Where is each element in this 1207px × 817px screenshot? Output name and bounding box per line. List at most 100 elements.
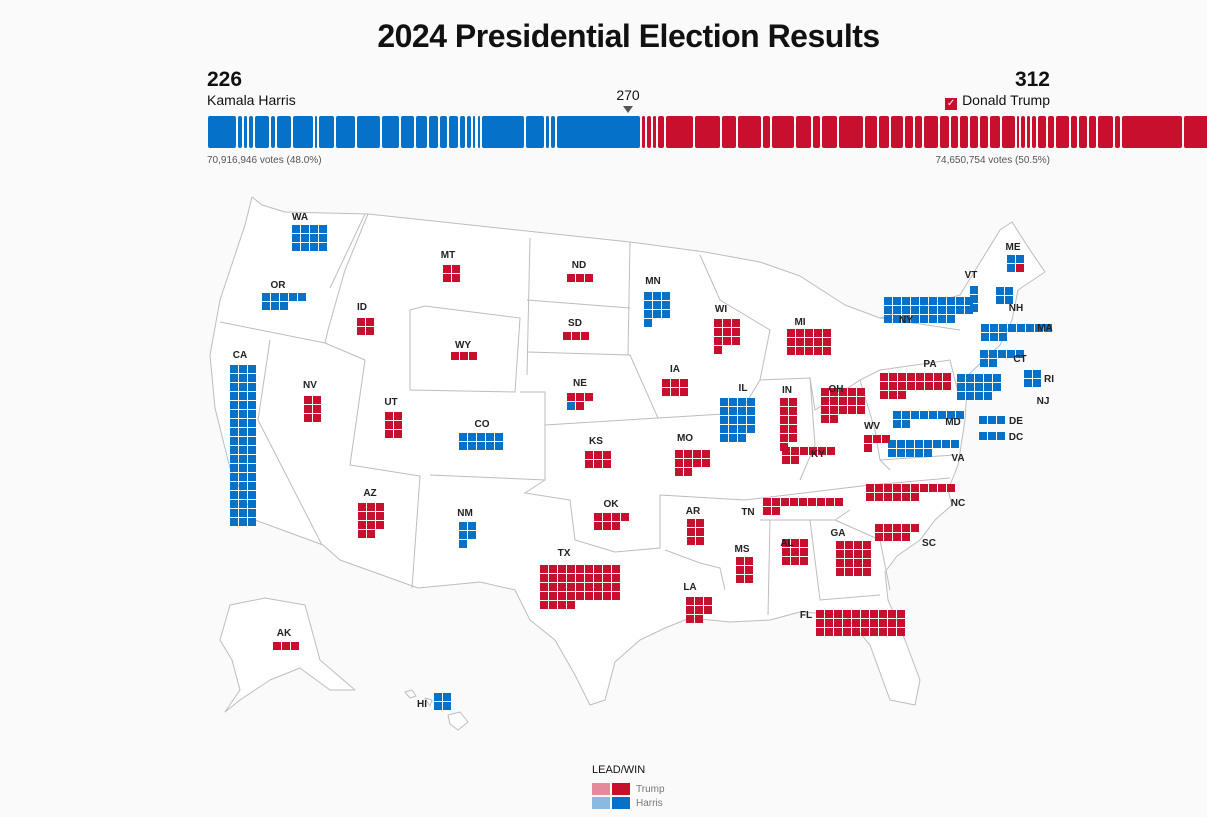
state-tile-wi[interactable] [732,319,740,327]
trump-bar-segment[interactable] [795,116,811,148]
state-tile-ca[interactable] [248,428,256,436]
state-tile-nm[interactable] [459,540,467,548]
state-tile-nj[interactable] [957,383,965,391]
state-tile-ca[interactable] [248,410,256,418]
state-tile-me[interactable] [1016,255,1024,263]
state-tile-ma[interactable] [1008,324,1016,332]
state-tile-pa[interactable] [916,382,924,390]
harris-bar-segment[interactable] [526,116,545,148]
state-tile-mi[interactable] [787,338,795,346]
state-tile-ak[interactable] [291,642,299,650]
state-tile-fl[interactable] [897,619,905,627]
state-tile-fl[interactable] [870,610,878,618]
state-tile-va[interactable] [906,449,914,457]
state-tile-nc[interactable] [920,484,928,492]
state-tile-nc[interactable] [902,484,910,492]
state-tile-al[interactable] [782,548,790,556]
state-tile-mo[interactable] [684,468,692,476]
state-tile-nh[interactable] [996,287,1004,295]
trump-bar-segment[interactable] [762,116,771,148]
state-tile-wv[interactable] [882,435,890,443]
state-tile-ca[interactable] [248,401,256,409]
state-tile-de[interactable] [988,416,996,424]
trump-bar-segment[interactable] [1088,116,1096,148]
state-tile-ky[interactable] [827,447,835,455]
state-tile-wi[interactable] [732,328,740,336]
state-tile-in[interactable] [780,434,788,442]
state-tile-ma[interactable] [1026,324,1034,332]
state-tile-ky[interactable] [782,456,790,464]
state-tile-ca[interactable] [239,464,247,472]
state-tile-nv[interactable] [304,405,312,413]
state-tile-ct[interactable] [989,350,997,358]
trump-bar-segment[interactable] [969,116,979,148]
state-tile-fl[interactable] [843,619,851,627]
state-tile-wa[interactable] [310,234,318,242]
harris-bar-segment[interactable] [449,116,459,148]
state-tile-wy[interactable] [460,352,468,360]
state-tile-ca[interactable] [239,482,247,490]
state-tile-ma[interactable] [1035,324,1043,332]
state-tile-tx[interactable] [567,601,575,609]
harris-bar-segment[interactable] [546,116,550,148]
state-tile-pa[interactable] [907,373,915,381]
state-tile-ca[interactable] [230,491,238,499]
state-tile-pa[interactable] [898,382,906,390]
state-tile-ar[interactable] [696,528,704,536]
state-tile-tx[interactable] [612,574,620,582]
state-tile-wi[interactable] [714,319,722,327]
state-tile-wi[interactable] [732,337,740,345]
state-tile-dc[interactable] [988,432,996,440]
state-tile-ca[interactable] [248,500,256,508]
state-tile-ma[interactable] [990,324,998,332]
state-tile-pa[interactable] [880,373,888,381]
state-tile-tx[interactable] [540,583,548,591]
state-tile-fl[interactable] [879,628,887,636]
state-tile-co[interactable] [495,433,503,441]
state-tile-in[interactable] [780,398,788,406]
state-tile-oh[interactable] [821,415,829,423]
state-tile-tn[interactable] [826,498,834,506]
state-tile-il[interactable] [738,416,746,424]
state-tile-wa[interactable] [310,243,318,251]
state-tile-mi[interactable] [823,347,831,355]
state-tile-oh[interactable] [821,397,829,405]
state-tile-sc[interactable] [884,533,892,541]
state-tile-or[interactable] [298,293,306,301]
state-tile-sc[interactable] [911,524,919,532]
trump-bar-segment[interactable] [1038,116,1046,148]
state-tile-tx[interactable] [540,574,548,582]
state-tile-md[interactable] [956,411,964,419]
state-tile-fl[interactable] [825,619,833,627]
state-tile-ca[interactable] [239,437,247,445]
state-tile-ny[interactable] [911,306,919,314]
harris-bar-segment[interactable] [356,116,380,148]
state-tile-il[interactable] [720,425,728,433]
state-tile-ca[interactable] [239,410,247,418]
state-tile-pa[interactable] [880,391,888,399]
state-tile-la[interactable] [686,615,694,623]
state-tile-ga[interactable] [863,559,871,567]
state-tile-tx[interactable] [594,574,602,582]
state-tile-il[interactable] [747,425,755,433]
state-tile-ga[interactable] [845,550,853,558]
state-tile-mt[interactable] [443,274,451,282]
state-tile-ks[interactable] [603,451,611,459]
state-tile-tn[interactable] [772,498,780,506]
state-tile-id[interactable] [366,327,374,335]
state-tile-ma[interactable] [981,324,989,332]
state-tile-az[interactable] [376,521,384,529]
state-tile-pa[interactable] [916,373,924,381]
state-tile-fl[interactable] [888,628,896,636]
trump-bar-segment[interactable] [721,116,736,148]
trump-bar-segment[interactable] [1002,116,1015,148]
state-tile-oh[interactable] [848,397,856,405]
state-tile-ms[interactable] [736,575,744,583]
state-tile-tx[interactable] [549,592,557,600]
state-tile-ny[interactable] [884,306,892,314]
state-tile-nj[interactable] [993,383,1001,391]
state-tile-il[interactable] [720,434,728,442]
state-tile-ca[interactable] [239,392,247,400]
state-tile-fl[interactable] [834,619,842,627]
state-tile-vt[interactable] [970,286,978,294]
